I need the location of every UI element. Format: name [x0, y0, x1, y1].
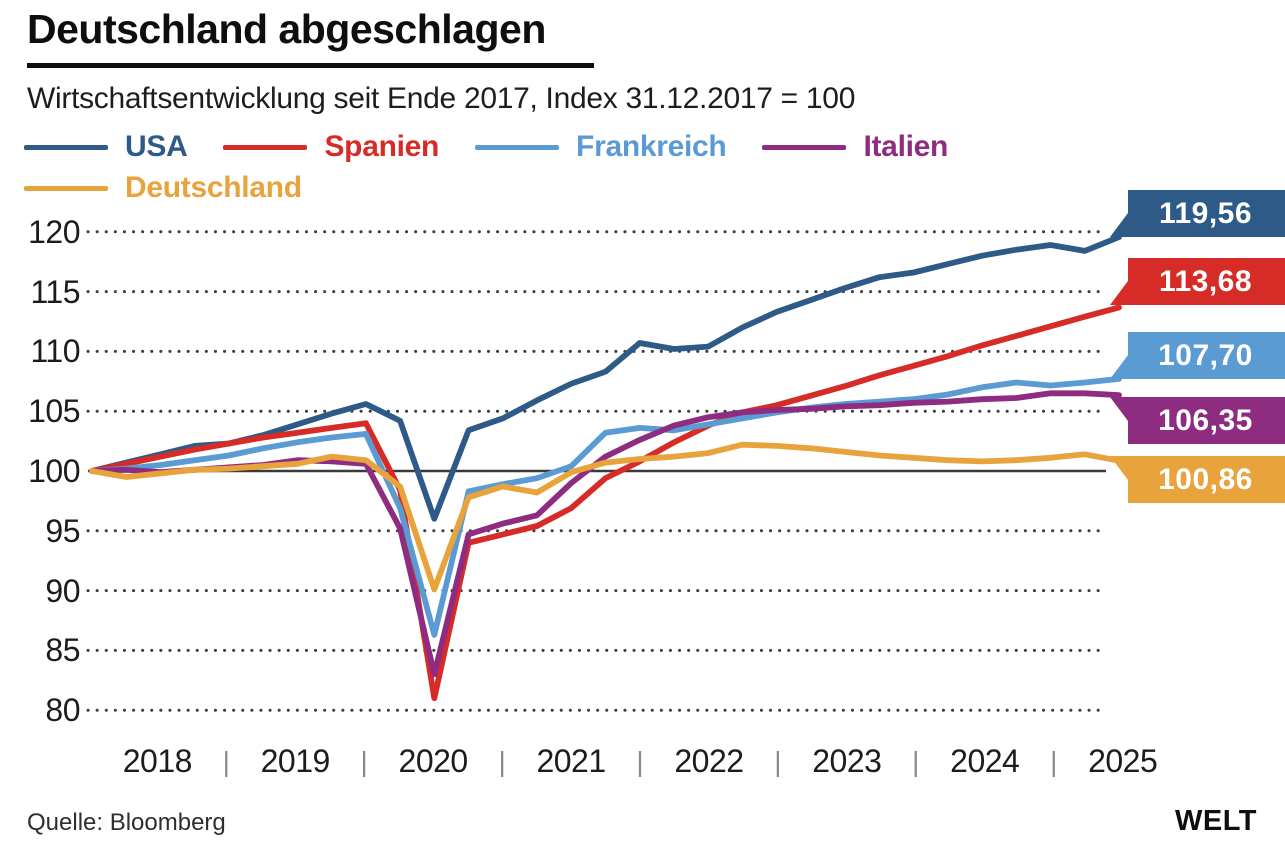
legend-row-2: Deutschland [24, 171, 948, 205]
title-underline [27, 63, 594, 68]
source-note: Quelle: Bloomberg [27, 809, 226, 836]
x-axis-label-2018: 2018 [122, 743, 193, 779]
spanien-line-swatch [223, 144, 308, 150]
x-axis-label-2023: 2023 [812, 743, 882, 779]
deutschland-line-swatch [24, 185, 108, 191]
y-axis-label-115: 115 [30, 273, 80, 310]
value-badge-deutschland: 100,86 [1110, 456, 1285, 503]
x-axis-separator: | [636, 745, 644, 777]
legend-row-1: USA Spanien Frankreich Italien [24, 130, 948, 164]
welt-logo: WELT [1175, 805, 1257, 837]
y-axis-label-80: 80 [45, 692, 80, 729]
x-axis-label-2024: 2024 [950, 743, 1020, 779]
value-badge-frankreich: 107,70 [1110, 332, 1285, 379]
gridlines [86, 230, 1108, 712]
italien-line-swatch [762, 144, 847, 150]
y-axis-label-110: 110 [30, 333, 80, 370]
x-axis-separator: | [1050, 745, 1058, 777]
chart-subtitle: Wirtschaftsentwicklung seit Ende 2017, I… [27, 82, 856, 115]
legend-item-frankreich: Frankreich [475, 130, 727, 164]
x-axis-label-2021: 2021 [536, 743, 606, 779]
legend-label-usa: USA [125, 130, 188, 163]
legend-label-frankreich: Frankreich [576, 130, 727, 163]
legend-item-spanien: Spanien [223, 130, 439, 164]
x-axis-label-2019: 2019 [260, 743, 331, 779]
y-axis-label-105: 105 [28, 393, 80, 430]
y-axis-label-85: 85 [45, 632, 80, 669]
value-badge-spanien: 113,68 [1110, 258, 1285, 305]
line-spanien [89, 304, 1122, 702]
legend-label-spanien: Spanien [324, 130, 440, 163]
x-axis-label-2022: 2022 [674, 743, 744, 779]
legend-item-italien: Italien [762, 130, 948, 164]
x-axis-separator: | [222, 745, 230, 777]
y-axis-label-95: 95 [45, 512, 80, 549]
page-title: Deutschland abgeschlagen [27, 6, 546, 52]
line-deutschland [89, 441, 1122, 593]
x-axis-separator: | [498, 745, 506, 777]
legend-label-italien: Italien [863, 130, 949, 163]
x-axis-label-2025: 2025 [1088, 743, 1158, 779]
y-axis-label-90: 90 [45, 572, 80, 609]
legend-label-deutschland: Deutschland [125, 171, 302, 204]
x-axis-label-2020: 2020 [398, 743, 469, 779]
x-axis-separator: | [360, 745, 368, 777]
series-lines [89, 234, 1122, 702]
x-axis-labels: 2018 | 2019 | 2020 | 2021 | 2022 | 2023 | 2024 | 2025 [92, 743, 1188, 780]
frankreich-line-swatch [475, 144, 560, 150]
value-badge-italien: 106,35 [1110, 397, 1285, 444]
value-badge-usa: 119,56 [1110, 190, 1285, 237]
x-axis-separator: | [774, 745, 782, 777]
line-frankreich [89, 375, 1122, 638]
legend: USA Spanien Frankreich Italien Deutschla… [24, 130, 948, 205]
y-axis-label-120: 120 [28, 213, 80, 250]
usa-line-swatch [24, 144, 108, 150]
y-axis-label-100: 100 [28, 453, 80, 489]
legend-item-deutschland: Deutschland [24, 171, 302, 205]
legend-item-usa: USA [24, 130, 188, 164]
x-axis-separator: | [912, 745, 920, 777]
